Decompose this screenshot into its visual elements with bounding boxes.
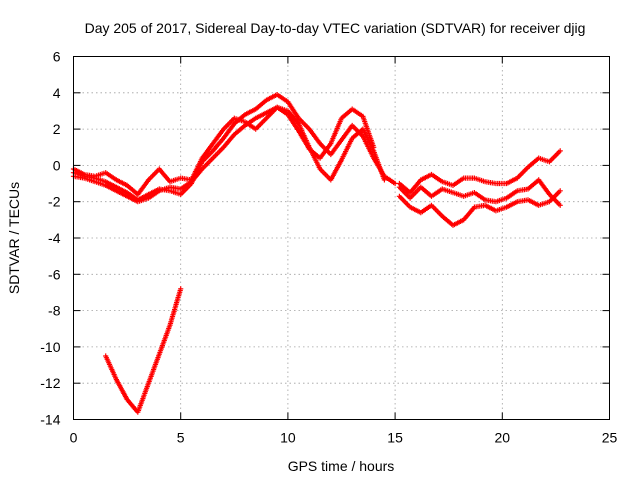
y-tick-label: -8 [48,303,61,319]
y-tick-label: -2 [48,194,61,210]
y-tick-label: -14 [40,412,60,428]
y-tick-label: 4 [53,85,61,101]
plus-markers-arc-6 [396,177,563,208]
x-tick-label: 15 [387,430,403,446]
y-tick-label: -12 [40,375,60,391]
x-tick-label: 20 [495,430,511,446]
plus-markers-arc-5 [396,188,563,228]
chart-title: Day 205 of 2017, Sidereal Day-to-day VTE… [85,20,586,36]
y-tick-label: -10 [40,339,60,355]
plus-markers-arc-4 [103,286,184,415]
y-tick-label: -4 [48,230,61,246]
plus-markers-arc-7 [396,148,563,196]
x-tick-label: 0 [70,430,78,446]
axis-ticks: 0 5 10 15 20 25 -14 -12 -10 -8 -6 -4 -2 0 2 4 6 [40,49,617,446]
y-axis-label: SDTVAR / TECUs [6,182,22,294]
x-tick-label: 25 [602,430,618,446]
y-tick-label: 2 [53,121,61,137]
x-tick-label: 10 [280,430,296,446]
y-tick-label: 0 [53,157,61,173]
y-tick-label: 6 [53,49,61,65]
series-arc-4 [103,286,184,415]
data-series [70,92,563,415]
x-axis-label: GPS time / hours [288,458,395,474]
x-tick-label: 5 [177,430,185,446]
y-tick-label: -6 [48,266,61,282]
series-arc-5 [396,188,563,228]
series-arc-6 [396,177,563,208]
series-arc-7 [396,148,563,196]
